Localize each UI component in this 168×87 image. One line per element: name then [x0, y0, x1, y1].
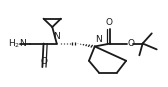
Text: H$_2$N: H$_2$N [8, 37, 27, 50]
Text: O: O [105, 19, 112, 27]
Text: O: O [40, 57, 48, 66]
Text: O: O [128, 39, 135, 48]
Text: N: N [96, 35, 102, 44]
Text: N: N [53, 32, 60, 41]
